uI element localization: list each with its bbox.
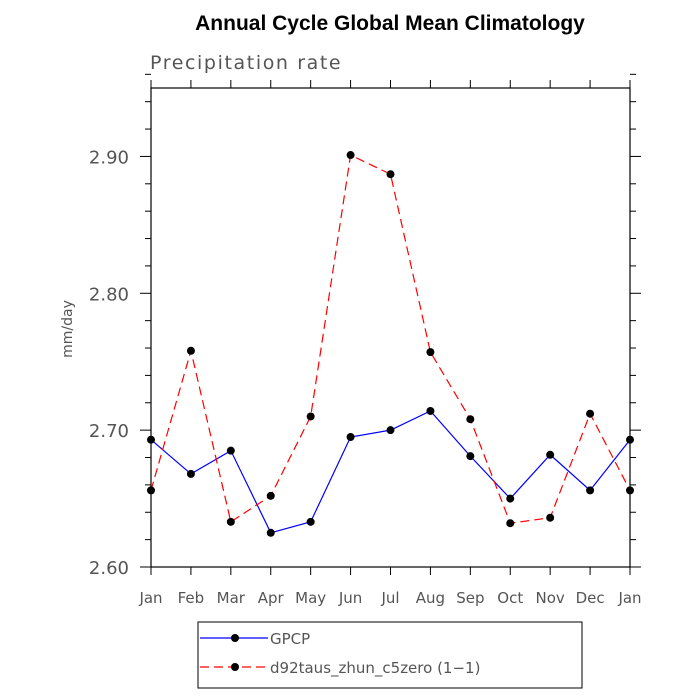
data-point <box>506 519 515 528</box>
x-tick-label: Sep <box>456 589 484 607</box>
data-point <box>226 517 235 526</box>
y-tick-label: 2.80 <box>89 284 129 305</box>
data-point <box>306 412 315 421</box>
data-point <box>546 513 555 522</box>
x-tick-label: Mar <box>217 589 246 607</box>
x-tick-label: May <box>295 589 326 607</box>
data-point <box>186 469 195 478</box>
data-point <box>226 446 235 455</box>
legend-marker-model <box>231 663 239 671</box>
x-tick-label: Jun <box>338 589 362 607</box>
legend-label-gpcp: GPCP <box>270 630 310 648</box>
x-tick-label: Feb <box>178 589 205 607</box>
data-point <box>466 415 475 424</box>
chart-subtitle: Precipitation rate <box>150 52 342 74</box>
data-point <box>546 450 555 459</box>
legend-box <box>197 621 583 689</box>
y-tick-label: 2.60 <box>89 558 129 579</box>
data-point <box>586 486 595 495</box>
ticks-layer <box>140 73 641 575</box>
series-layer <box>147 151 634 537</box>
y-tick-label: 2.90 <box>89 147 129 168</box>
x-tick-label: Jan <box>138 589 162 607</box>
chart-title: Annual Cycle Global Mean Climatology <box>195 12 585 35</box>
y-tick-label: 2.70 <box>89 421 129 442</box>
data-point <box>426 406 435 415</box>
legend-marker-gpcp <box>231 634 239 642</box>
data-point <box>386 170 395 179</box>
y-axis-label: mm/day <box>60 300 76 358</box>
data-point <box>266 528 275 537</box>
x-tick-label: Jan <box>617 589 641 607</box>
x-tick-label: Nov <box>536 589 565 607</box>
x-tick-label: Apr <box>258 589 285 607</box>
data-point <box>426 348 435 357</box>
legend-label-model: d92taus_zhun_c5zero (1−1) <box>270 659 480 678</box>
series-line-1 <box>150 154 631 524</box>
data-point <box>306 517 315 526</box>
data-point <box>466 452 475 461</box>
x-tick-label: Oct <box>497 589 523 607</box>
data-point <box>186 346 195 355</box>
tick-labels-layer: Jan Feb Mar Apr May Jun Jul Aug Sep Oct Nov Dec Jan 2… <box>89 147 642 607</box>
x-tick-label: Dec <box>576 589 605 607</box>
data-point <box>386 426 395 435</box>
legend: GPCP d92taus_zhun_c5zero (1−1) <box>197 621 583 689</box>
x-tick-label: Jul <box>380 589 399 607</box>
plot-frame <box>150 87 631 568</box>
data-point <box>586 409 595 418</box>
data-point <box>346 432 355 441</box>
data-point <box>506 494 515 503</box>
data-point <box>346 151 355 160</box>
x-tick-label: Aug <box>416 589 445 607</box>
data-point <box>266 491 275 500</box>
